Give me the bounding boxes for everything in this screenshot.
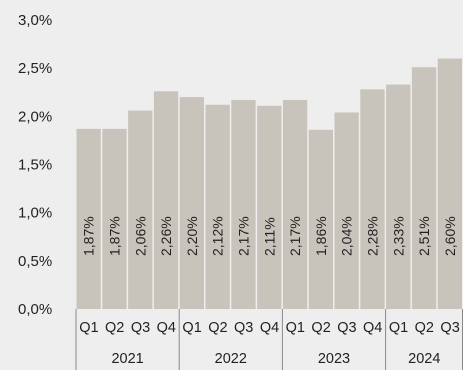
y-tick-label: 1,5% [18,157,52,174]
x-tick-label: Q4 [363,320,382,336]
x-tick-label: Q2 [208,320,227,336]
bar-value-label: 2,26% [158,216,174,256]
y-tick-label: 2,5% [18,60,52,77]
y-tick-label: 2,0% [18,108,52,125]
x-tick-label: Q3 [337,320,356,336]
x-tick-label: Q3 [234,320,253,336]
x-tick-label: Q4 [157,320,176,336]
y-tick-label: 3,0% [18,12,52,29]
bar [153,91,179,309]
x-tick-label: Q3 [440,320,459,336]
bar [334,112,359,309]
x-tick-label: Q4 [260,320,279,336]
bar-value-label: 2,28% [364,216,380,256]
bar [386,84,411,309]
x-group-label: 2022 [215,351,247,367]
bar-value-label: 1,87% [106,216,122,256]
bar-value-label: 2,60% [442,216,458,256]
bar-value-label: 2,12% [210,216,226,256]
x-axis: Q1 Q2 Q3 Q4 Q1 Q2 Q3 Q4 Q1 Q2 Q3 Q4 Q1 Q2 Q3 2021 2022 20… [75,309,463,370]
bar [128,110,153,309]
bar-value-label: 2,33% [390,216,406,256]
y-tick-label: 0,0% [18,301,52,318]
bar-value-label: 2,06% [132,216,148,256]
bar [179,97,204,309]
bar-value-label: 1,87% [81,216,97,256]
x-tick-label: Q1 [79,320,98,336]
x-tick-label: Q2 [311,320,330,336]
bar [360,89,385,309]
x-tick-label: Q2 [105,320,124,336]
bar [257,105,282,309]
y-axis-labels: 0,0% 0,5% 1,0% 1,5% 2,0% 2,5% 3,0% [18,12,52,318]
x-group-label: 2021 [111,351,143,367]
bar [411,67,437,309]
bar-value-labels: 1,87% 1,87% 2,06% 2,26% 2,20% 2,12% 2,17% 2,11%… [81,216,458,256]
bar [205,104,230,309]
x-tick-label: Q2 [415,320,434,336]
bar [76,128,101,309]
y-tick-label: 1,0% [18,205,52,222]
x-group-label: 2024 [408,351,440,367]
bar-value-label: 2,17% [287,216,303,256]
bar [231,99,256,309]
bar-value-label: 2,11% [261,217,277,256]
bar [437,58,462,310]
x-tick-label: Q3 [131,320,150,336]
x-tick-label: Q1 [182,320,201,336]
bar [308,129,333,309]
bar-value-label: 1,86% [313,216,329,256]
bar-value-label: 2,20% [184,216,200,256]
x-tick-label: Q1 [389,320,408,336]
bar-value-label: 2,51% [416,216,432,256]
x-tick-label: Q1 [286,320,305,336]
y-tick-label: 0,5% [18,253,52,270]
bars [76,58,462,310]
bar-value-label: 2,04% [339,216,355,256]
bar-value-label: 2,17% [235,216,251,256]
bar [102,128,127,309]
bar [282,99,308,309]
x-group-label: 2023 [318,351,350,367]
